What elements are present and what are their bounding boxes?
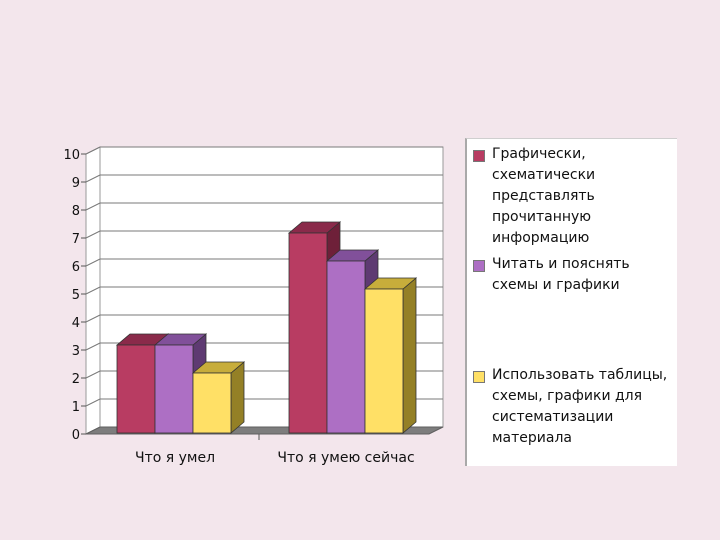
legend-item-series-3: Использовать таблицы, схемы, графики для… bbox=[473, 365, 677, 449]
x-axis: Что я умел Что я умею сейчас bbox=[135, 434, 415, 466]
y-tick-label: 3 bbox=[72, 344, 80, 359]
bar-side bbox=[402, 277, 417, 434]
legend-item-series-1: Графически, схематически представлять пр… bbox=[473, 144, 677, 249]
y-tick-label: 10 bbox=[63, 148, 80, 163]
legend-swatch-series-3 bbox=[473, 371, 485, 383]
legend-label-series-2: Читать и пояснять схемы и графики bbox=[492, 256, 630, 293]
bar-front bbox=[154, 344, 194, 434]
gridline-side bbox=[85, 146, 101, 155]
legend-item-series-2: Читать и пояснять схемы и графики bbox=[473, 254, 677, 296]
y-tick-label: 0 bbox=[72, 428, 80, 443]
gridline-side bbox=[85, 174, 101, 183]
gridline-side bbox=[85, 370, 101, 379]
legend-label-series-1: Графически, схематически представлять пр… bbox=[492, 146, 596, 246]
bar-front bbox=[326, 260, 366, 434]
bar bbox=[363, 277, 418, 434]
y-tick-label: 2 bbox=[72, 372, 80, 387]
y-tick-label: 1 bbox=[72, 400, 80, 415]
bar-front bbox=[192, 372, 232, 434]
x-category-label: Что я умею сейчас bbox=[277, 450, 414, 466]
y-tick-label: 6 bbox=[72, 260, 80, 275]
bar bbox=[191, 361, 246, 434]
bar-side bbox=[230, 361, 245, 434]
gridline-side bbox=[85, 398, 101, 407]
gridline-side bbox=[85, 202, 101, 211]
bar-front bbox=[116, 344, 156, 434]
legend-label-series-3: Использовать таблицы, схемы, графики для… bbox=[492, 367, 668, 446]
gridline-side bbox=[85, 314, 101, 323]
bar-front bbox=[288, 232, 328, 434]
bar-front bbox=[364, 288, 404, 434]
y-tick-label: 9 bbox=[72, 176, 80, 191]
y-tick-label: 4 bbox=[72, 316, 80, 331]
y-tick-label: 5 bbox=[72, 288, 80, 303]
gridline-side bbox=[85, 286, 101, 295]
gridline-side bbox=[85, 342, 101, 351]
legend: Графически, схематически представлять пр… bbox=[465, 138, 677, 466]
y-tick-label: 8 bbox=[72, 204, 80, 219]
y-tick-label: 7 bbox=[72, 232, 80, 247]
bars bbox=[115, 221, 418, 434]
legend-swatch-series-2 bbox=[473, 260, 485, 272]
gridline-side bbox=[85, 230, 101, 239]
x-category-label: Что я умел bbox=[135, 450, 215, 466]
y-axis: 0 1 2 3 4 5 6 7 8 9 10 bbox=[63, 148, 86, 443]
legend-swatch-series-1 bbox=[473, 150, 485, 162]
gridline-side bbox=[85, 258, 101, 267]
